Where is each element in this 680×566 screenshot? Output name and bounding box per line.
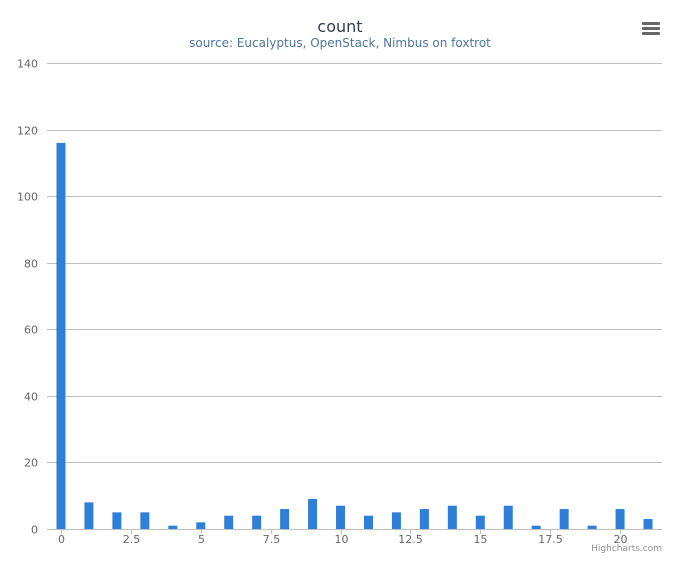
x-tick-label: 15 bbox=[474, 533, 488, 546]
bar bbox=[252, 515, 262, 529]
bar bbox=[475, 515, 485, 529]
bar bbox=[391, 512, 401, 529]
x-tick-label: 17.5 bbox=[538, 533, 563, 546]
bar bbox=[531, 525, 541, 529]
y-tick-label: 0 bbox=[31, 524, 38, 537]
bar bbox=[112, 512, 122, 529]
bar bbox=[56, 142, 66, 529]
bar bbox=[587, 525, 597, 529]
y-tick-label: 100 bbox=[17, 191, 38, 204]
y-tick-label: 140 bbox=[17, 58, 38, 71]
y-tick-label: 80 bbox=[24, 258, 38, 271]
gridlines bbox=[47, 63, 662, 463]
bar bbox=[84, 502, 94, 529]
x-tick-label: 2.5 bbox=[123, 533, 141, 546]
bar bbox=[308, 499, 318, 529]
bar bbox=[559, 509, 569, 529]
bar bbox=[168, 525, 178, 529]
x-tick-label: 12.5 bbox=[398, 533, 423, 546]
bar bbox=[419, 509, 429, 529]
bar bbox=[140, 512, 150, 529]
x-tick-label: 7.5 bbox=[263, 533, 281, 546]
bar bbox=[336, 505, 346, 529]
menu-icon-line bbox=[642, 32, 660, 35]
chart-title: count bbox=[317, 17, 363, 36]
bar bbox=[615, 509, 625, 529]
menu-icon-line bbox=[642, 22, 660, 25]
x-tick-label: 0 bbox=[58, 533, 65, 546]
bar bbox=[503, 505, 513, 529]
y-tick-label: 120 bbox=[17, 125, 38, 138]
bar bbox=[280, 509, 290, 529]
bar bbox=[363, 515, 373, 529]
bars bbox=[56, 142, 653, 529]
credits-link[interactable]: Highcharts.com bbox=[591, 544, 662, 554]
y-tick-label: 60 bbox=[24, 324, 38, 337]
bar bbox=[224, 515, 234, 529]
x-tick-label: 10 bbox=[335, 533, 349, 546]
y-tick-label: 40 bbox=[24, 391, 38, 404]
x-tick-label: 5 bbox=[198, 533, 205, 546]
bar bbox=[196, 522, 206, 529]
chart-subtitle: source: Eucalyptus, OpenStack, Nimbus on… bbox=[189, 36, 491, 50]
x-axis: 0 2.5 5 7.5 10 12.5 15 17.5 20 bbox=[47, 529, 662, 546]
bar bbox=[447, 505, 457, 529]
x-tick-label: 20 bbox=[614, 533, 628, 546]
bar bbox=[643, 519, 653, 529]
y-axis-labels: 0 20 40 60 80 100 120 140 bbox=[17, 58, 38, 537]
context-menu-button[interactable] bbox=[640, 20, 662, 40]
menu-icon-line bbox=[642, 27, 660, 30]
y-tick-label: 20 bbox=[24, 457, 38, 470]
